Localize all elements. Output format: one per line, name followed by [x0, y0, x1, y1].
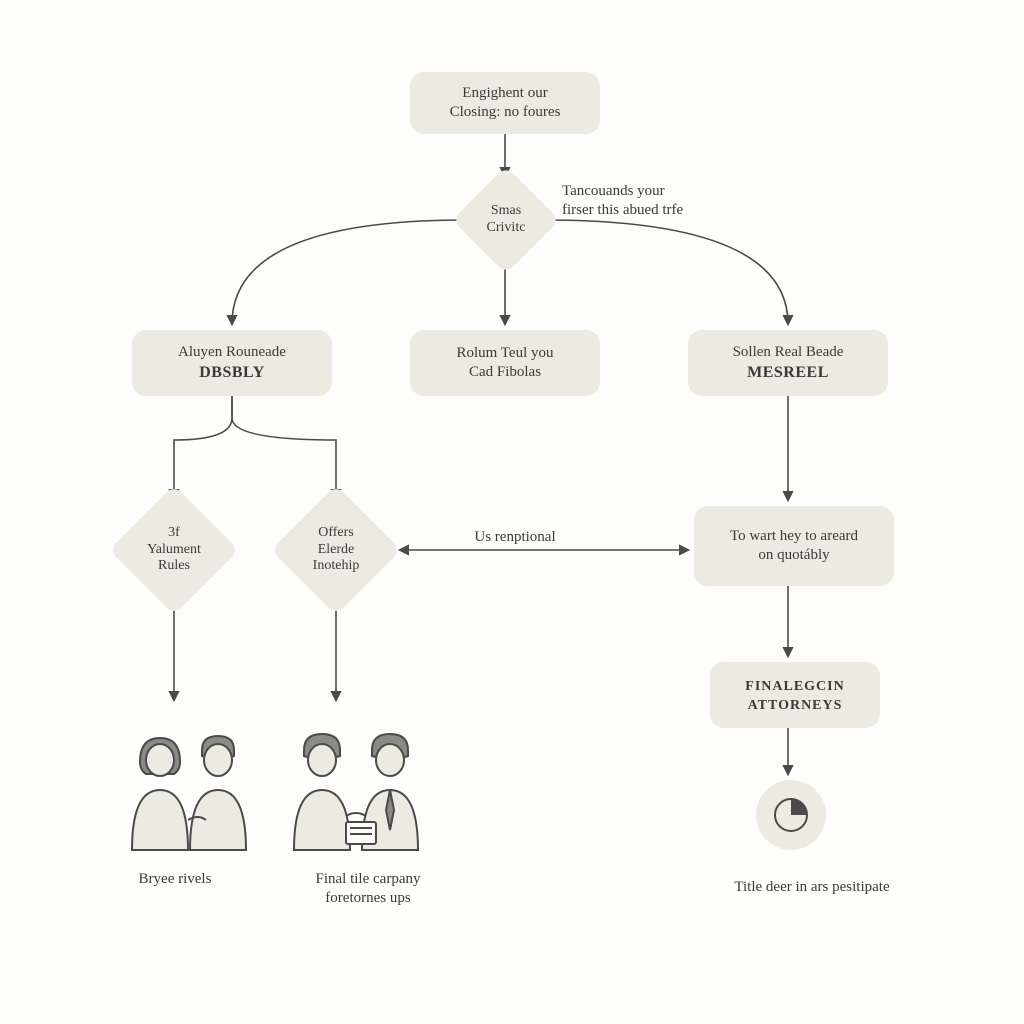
illustration-people-mid	[276, 710, 436, 860]
pie-icon	[756, 780, 826, 850]
node-top-line1: Engighent our	[462, 84, 547, 103]
node-diamond-left: 3f Yalument Rules	[128, 504, 220, 596]
edge-e3	[232, 220, 466, 324]
decision1-line2: Crivitc	[487, 220, 526, 237]
decision1-line1: Smas	[491, 203, 521, 220]
node-left: Aluyen Rouneade DBSBLY	[132, 330, 332, 396]
node-top-line2: Closing: no foures	[450, 103, 561, 122]
node-right-box: To wart hey to areard on quotábly	[694, 506, 894, 586]
caption-left: Bryee rivels	[110, 870, 240, 889]
annotation-1: Tancouands your firser this abued trfe	[562, 182, 782, 220]
edge-label-optional: Us renptional	[440, 528, 590, 547]
edge-e6	[232, 396, 336, 498]
node-mid: Rolum Teul you Cad Fibolas	[410, 330, 600, 396]
node-attorneys: FINALEGCIN ATTORNEYS	[710, 662, 880, 728]
node-decision1: Smas Crivitc	[468, 182, 544, 258]
node-right: Sollen Real Beade MESREEL	[688, 330, 888, 396]
node-top: Engighent our Closing: no foures	[410, 72, 600, 134]
caption-right: Title deer in ars pesitipate	[692, 878, 932, 897]
caption-mid: Final tile carpany foretornes ups	[268, 870, 468, 908]
edge-e4	[544, 220, 788, 324]
node-diamond-mid: Offers Elerde Inotehip	[290, 504, 382, 596]
edge-e5	[174, 396, 232, 498]
illustration-people-left	[110, 710, 260, 860]
